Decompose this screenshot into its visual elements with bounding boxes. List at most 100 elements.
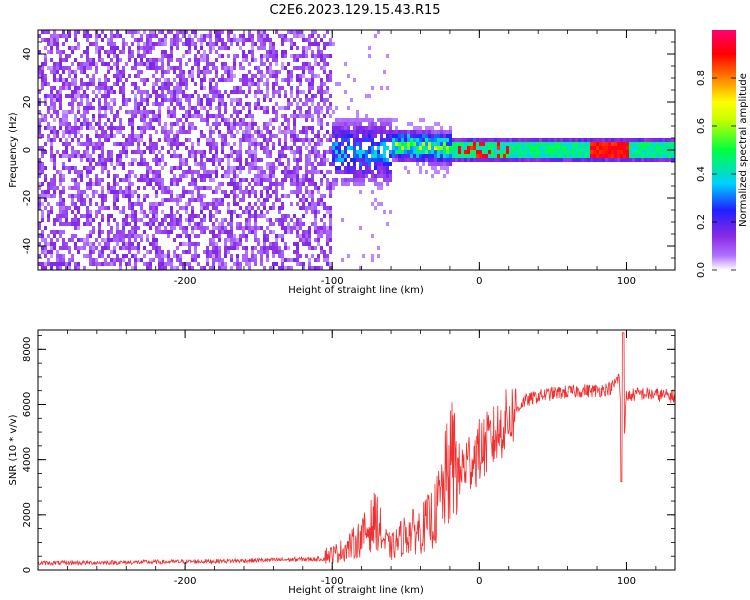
heatmap-cell: [287, 122, 290, 126]
heatmap-cell: [101, 86, 104, 90]
heatmap-cell: [215, 258, 218, 262]
heatmap-cell: [92, 114, 95, 118]
heatmap-cell: [74, 122, 77, 126]
heatmap-cell: [80, 174, 83, 178]
heatmap-cell: [320, 234, 323, 238]
heatmap-cell: [83, 66, 86, 70]
heatmap-cell: [176, 138, 179, 142]
heatmap-cell: [305, 98, 308, 102]
heatmap-cell: [143, 194, 146, 198]
heatmap-cell: [650, 154, 653, 158]
heatmap-cell: [329, 106, 332, 110]
heatmap-cell: [215, 42, 218, 46]
heatmap-cell: [158, 42, 161, 46]
heatmap-cell: [158, 110, 161, 114]
heatmap-cell: [365, 118, 368, 122]
heatmap-cell: [320, 170, 323, 174]
heatmap-cell: [230, 218, 233, 222]
heatmap-cell: [257, 82, 260, 86]
heatmap-cell: [266, 86, 269, 90]
heatmap-cell: [272, 142, 275, 146]
heatmap-cell: [308, 42, 311, 46]
heatmap-cell: [605, 138, 608, 142]
heatmap-cell: [170, 258, 173, 262]
heatmap-cell: [410, 146, 413, 150]
heatmap-cell: [539, 142, 542, 146]
heatmap-cell: [65, 34, 68, 38]
heatmap-cell: [206, 62, 209, 66]
heatmap-cell: [161, 198, 164, 202]
heatmap-cell: [89, 106, 92, 110]
heatmap-cell: [182, 34, 185, 38]
heatmap-cell: [170, 178, 173, 182]
heatmap-cell: [101, 130, 104, 134]
heatmap-cell: [206, 98, 209, 102]
heatmap-cell: [110, 126, 113, 130]
heatmap-cell: [113, 102, 116, 106]
heatmap-cell: [233, 186, 236, 190]
heatmap-cell: [221, 102, 224, 106]
heatmap-cell: [161, 90, 164, 94]
heatmap-cell: [446, 142, 449, 146]
heatmap-cell: [437, 130, 440, 134]
heatmap-cell: [155, 142, 158, 146]
heatmap-cell: [236, 242, 239, 246]
heatmap-cell: [281, 150, 284, 154]
heatmap-cell: [41, 202, 44, 206]
heatmap-cell: [122, 46, 125, 50]
heatmap-cell: [284, 258, 287, 262]
heatmap-cell: [176, 202, 179, 206]
heatmap-cell: [296, 254, 299, 258]
heatmap-cell: [593, 138, 596, 142]
heatmap-cell: [188, 122, 191, 126]
heatmap-cell: [251, 186, 254, 190]
heatmap-cell: [47, 258, 50, 262]
heatmap-cell: [323, 150, 326, 154]
heatmap-cell: [620, 150, 623, 154]
heatmap-cell: [104, 98, 107, 102]
heatmap-cell: [278, 222, 281, 226]
heatmap-cell: [671, 154, 674, 158]
heatmap-cell: [86, 238, 89, 242]
heatmap-cell: [227, 94, 230, 98]
heatmap-cell: [92, 194, 95, 198]
heatmap-cell: [86, 30, 89, 34]
heatmap-cell: [377, 118, 380, 122]
heatmap-cell: [44, 114, 47, 118]
heatmap-cell: [290, 54, 293, 58]
heatmap-cell: [287, 162, 290, 166]
heatmap-cell: [413, 126, 416, 130]
heatmap-cell: [104, 50, 107, 54]
heatmap-cell: [197, 242, 200, 246]
heatmap-cell: [89, 142, 92, 146]
heatmap-cell: [239, 198, 242, 202]
heatmap-cell: [269, 266, 272, 270]
heatmap-cell: [131, 210, 134, 214]
heatmap-cell: [308, 110, 311, 114]
heatmap-cell: [152, 126, 155, 130]
heatmap-cell: [257, 242, 260, 246]
heatmap-cell: [551, 154, 554, 158]
heatmap-cell: [425, 138, 428, 142]
heatmap-cell: [269, 178, 272, 182]
heatmap-cell: [212, 158, 215, 162]
heatmap-cell: [50, 186, 53, 190]
heatmap-cell: [329, 230, 332, 234]
heatmap-cell: [164, 218, 167, 222]
heatmap-cell: [239, 142, 242, 146]
heatmap-cell: [77, 190, 80, 194]
heatmap-cell: [281, 106, 284, 110]
heatmap-cell: [347, 106, 350, 110]
heatmap-cell: [143, 78, 146, 82]
heatmap-cell: [41, 250, 44, 254]
heatmap-cell: [59, 258, 62, 262]
heatmap-cell: [329, 262, 332, 266]
heatmap-cell: [407, 146, 410, 150]
heatmap-cell: [302, 182, 305, 186]
heatmap-cell: [134, 158, 137, 162]
heatmap-cell: [191, 106, 194, 110]
heatmap-cell: [98, 50, 101, 54]
heatmap-cell: [137, 146, 140, 150]
heatmap-cell: [236, 122, 239, 126]
heatmap-cell: [650, 146, 653, 150]
